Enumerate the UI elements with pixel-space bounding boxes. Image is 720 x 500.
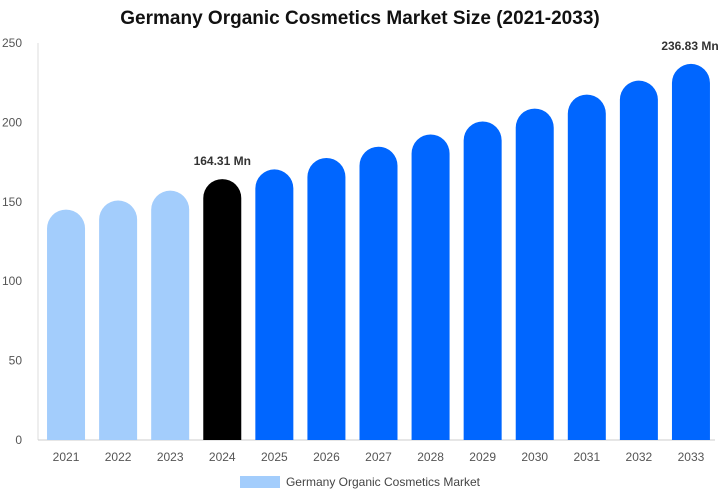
bar-2026 — [307, 157, 346, 441]
x-tick-label: 2023 — [157, 450, 184, 464]
x-tick-label: 2027 — [365, 450, 392, 464]
legend-label: Germany Organic Cosmetics Market — [285, 475, 481, 489]
x-tick-label: 2022 — [105, 450, 132, 464]
bar-2027 — [359, 146, 398, 440]
bar-2024 — [203, 179, 242, 440]
bar-2030 — [515, 108, 554, 440]
bar-2033 — [671, 63, 710, 440]
bar-2029 — [463, 121, 502, 440]
bar-2031 — [567, 94, 606, 441]
x-tick-label: 2025 — [261, 450, 288, 464]
x-tick-label: 2021 — [53, 450, 80, 464]
y-tick-label: 250 — [2, 36, 22, 50]
x-tick-label: 2024 — [209, 450, 236, 464]
data-label: 164.31 Mn — [194, 154, 251, 168]
legend-swatch — [239, 476, 280, 488]
data-label: 236.83 Mn — [661, 39, 718, 53]
y-tick-label: 0 — [15, 433, 22, 447]
y-tick-label: 50 — [9, 354, 23, 368]
x-tick-label: 2031 — [573, 450, 600, 464]
bar-2025 — [255, 169, 294, 441]
chart-title: Germany Organic Cosmetics Market Size (2… — [120, 8, 600, 29]
legend[interactable]: Germany Organic Cosmetics Market — [0, 475, 720, 489]
bar-2021 — [47, 209, 86, 440]
x-tick-label: 2030 — [521, 450, 548, 464]
y-tick-label: 100 — [2, 274, 22, 288]
bar-2023 — [151, 190, 190, 440]
x-tick-label: 2032 — [626, 450, 653, 464]
bar-2028 — [411, 134, 450, 440]
y-tick-label: 150 — [2, 195, 22, 209]
x-tick-label: 2033 — [678, 450, 705, 464]
bar-2032 — [619, 80, 658, 441]
x-tick-label: 2026 — [313, 450, 340, 464]
bar-2022 — [99, 200, 138, 440]
x-tick-label: 2029 — [469, 450, 496, 464]
x-tick-label: 2028 — [417, 450, 444, 464]
y-tick-label: 200 — [2, 115, 22, 129]
